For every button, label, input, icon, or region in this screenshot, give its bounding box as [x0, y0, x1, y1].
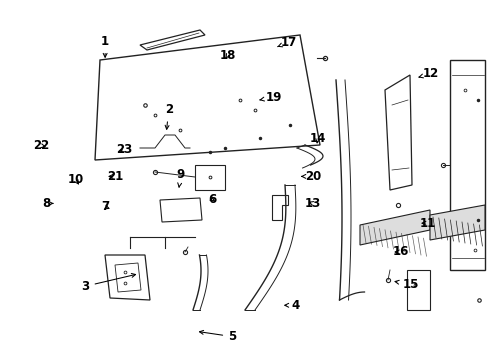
Text: 19: 19 — [260, 91, 282, 104]
Text: 20: 20 — [301, 170, 321, 183]
Text: 2: 2 — [164, 103, 172, 129]
Text: 6: 6 — [208, 193, 216, 206]
Text: 16: 16 — [392, 246, 408, 258]
Text: 14: 14 — [309, 132, 325, 145]
Polygon shape — [429, 205, 484, 240]
Text: 5: 5 — [199, 330, 236, 343]
Text: 12: 12 — [418, 67, 438, 80]
Text: 17: 17 — [277, 36, 296, 49]
Text: 15: 15 — [394, 278, 418, 291]
Text: 1: 1 — [101, 35, 109, 57]
Text: 11: 11 — [419, 217, 435, 230]
Text: 3: 3 — [81, 274, 135, 293]
Text: 7: 7 — [101, 201, 109, 213]
Polygon shape — [359, 210, 429, 245]
Text: 23: 23 — [116, 143, 133, 156]
Text: 10: 10 — [67, 174, 84, 186]
Text: 13: 13 — [304, 197, 321, 210]
Text: 21: 21 — [106, 170, 123, 183]
Text: 18: 18 — [219, 49, 235, 62]
Text: 9: 9 — [177, 168, 184, 187]
Text: 8: 8 — [42, 197, 53, 210]
Text: 4: 4 — [284, 299, 299, 312]
Text: 22: 22 — [33, 139, 50, 152]
